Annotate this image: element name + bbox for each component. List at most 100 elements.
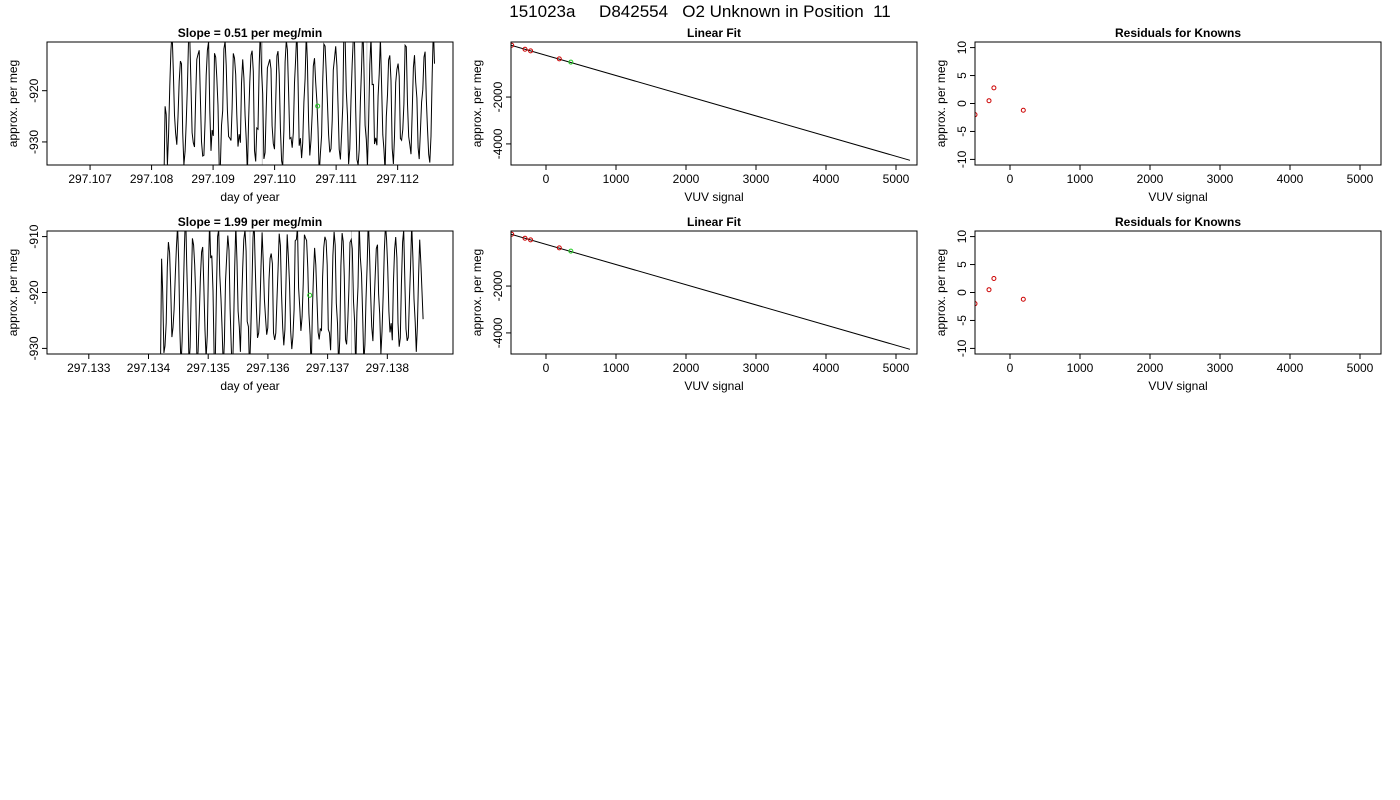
x-tick-label: 5000 [883,172,910,186]
y-axis-label: approx. per meg [470,60,484,147]
plot-frame [46,230,454,355]
known-point [528,237,534,243]
x-tick-label: 1000 [603,361,630,375]
y-tick-label: 10 [955,230,969,244]
x-tick-label: 297.133 [67,361,111,375]
x-tick-label: 4000 [1277,172,1304,186]
series-line [160,231,424,354]
plot-area [975,276,1026,307]
plot-area [511,231,911,350]
x-tick-label: 2000 [1137,361,1164,375]
y-tick-label: -5 [955,126,969,137]
x-tick-label: 2000 [1137,172,1164,186]
plot-frame [510,230,918,355]
plot-frame [510,41,918,166]
x-tick-label: 1000 [1067,172,1094,186]
plot-area [160,231,424,354]
known-point [991,85,997,91]
y-tick-label: 0 [955,100,969,107]
x-tick-label: 297.134 [127,361,171,375]
y-tick-label: -4000 [491,317,505,348]
x-tick-label: 4000 [1277,361,1304,375]
known-point [975,301,978,307]
x-tick-label: 3000 [743,361,770,375]
x-tick-label: 4000 [813,172,840,186]
y-tick-label: -4000 [491,128,505,159]
known-point [522,46,528,52]
plot-area [975,85,1026,118]
x-axis-label: VUV signal [684,379,743,393]
x-tick-label: 0 [543,172,550,186]
chart-panel-1: Slope = 0.51 per meg/min 297.107 297.108 29… [6,26,454,204]
x-tick-label: 4000 [813,361,840,375]
x-tick-label: 5000 [1347,361,1374,375]
plot-frame [974,230,1382,355]
y-tick-label: 5 [955,72,969,79]
unknown-point [568,59,574,65]
y-axis-label: approx. per meg [6,249,20,336]
x-tick-label: 0 [1007,172,1014,186]
x-tick-label: 3000 [743,172,770,186]
known-point [975,112,978,118]
x-tick-label: 0 [543,361,550,375]
chart-title: Slope = 1.99 per meg/min [178,215,322,229]
chart-title: Linear Fit [687,26,741,40]
unknown-point [307,292,313,298]
x-tick-label: 297.109 [191,172,235,186]
y-axis-label: approx. per meg [934,249,948,336]
x-tick-label: 297.111 [315,172,357,186]
known-point [1020,107,1026,113]
x-tick-label: 1000 [1067,361,1094,375]
y-tick-label: -5 [955,315,969,326]
x-tick-label: 2000 [673,361,700,375]
known-point [556,56,562,62]
chart-title: Linear Fit [687,215,741,229]
chart-title: Residuals for Knowns [1115,215,1241,229]
y-tick-label: -930 [27,336,41,360]
x-axis-label: day of year [220,190,279,204]
chart-title: Residuals for Knowns [1115,26,1241,40]
x-tick-label: 297.138 [366,361,410,375]
x-tick-label: 297.108 [130,172,174,186]
y-tick-label: -920 [27,78,41,102]
x-tick-label: 0 [1007,361,1014,375]
y-axis-label: approx. per meg [6,60,20,147]
known-point [986,287,992,293]
fit-line [511,233,911,350]
figure-title: 151023a D842554 O2 Unknown in Position 1… [509,2,891,21]
x-axis-label: VUV signal [1148,190,1207,204]
y-tick-label: 10 [955,41,969,55]
series-line [163,42,435,165]
x-tick-label: 2000 [673,172,700,186]
plot-frame [974,41,1382,166]
plot-area [511,42,911,161]
known-point [511,42,515,48]
known-point [991,276,997,282]
known-point [986,98,992,104]
known-point [528,48,534,54]
y-tick-label: -2000 [491,81,505,112]
y-tick-label: 5 [955,261,969,268]
x-axis-label: day of year [220,379,279,393]
y-tick-label: 0 [955,289,969,296]
x-tick-label: 1000 [603,172,630,186]
x-axis-label: VUV signal [1148,379,1207,393]
y-axis-label: approx. per meg [934,60,948,147]
known-point [522,235,528,241]
x-tick-label: 297.137 [306,361,350,375]
x-tick-label: 297.110 [253,172,296,186]
x-tick-label: 5000 [883,361,910,375]
y-tick-label: -10 [955,339,969,357]
plot-area [163,42,435,165]
y-tick-label: -910 [27,224,41,248]
x-tick-label: 297.112 [376,172,419,186]
x-tick-label: 5000 [1347,172,1374,186]
y-tick-label: -2000 [491,270,505,301]
known-point [1020,296,1026,302]
chart-panel-3: Residuals for Knowns 0 1000 2000 3000 4000 500… [934,26,1382,204]
chart-panel-4: Slope = 1.99 per meg/min 297.133 297.134 29… [6,215,454,393]
y-axis-label: approx. per meg [470,249,484,336]
x-axis-label: VUV signal [684,190,743,204]
fit-line [511,44,911,161]
y-tick-label: -930 [27,130,41,154]
